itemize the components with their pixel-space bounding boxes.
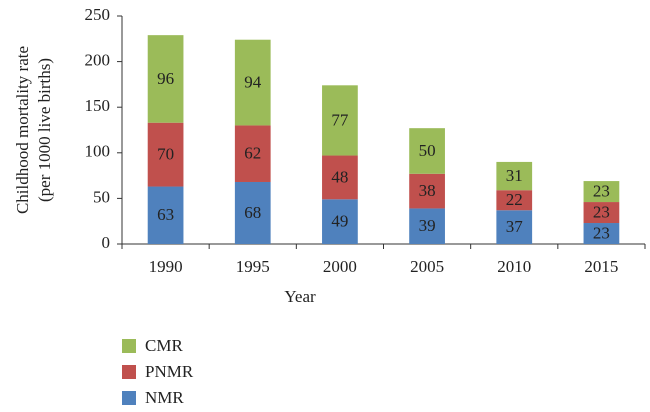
data-label: 49 — [331, 212, 348, 231]
legend-label: NMR — [145, 388, 184, 407]
y-axis-label: Childhood mortality rate — [13, 46, 32, 214]
x-axis-label: Year — [284, 287, 316, 306]
x-tick-label: 2000 — [323, 257, 357, 276]
y-tick-label: 0 — [102, 233, 111, 252]
data-label: 39 — [419, 216, 436, 235]
bar-segment — [583, 223, 620, 244]
data-label: 77 — [331, 110, 349, 129]
legend-swatch — [122, 365, 136, 379]
y-tick-label: 150 — [85, 96, 111, 115]
bar-segment — [147, 35, 184, 123]
bar-segment — [234, 125, 271, 182]
data-label: 62 — [244, 144, 261, 163]
bar-segment — [583, 202, 620, 224]
x-tick-label: 2005 — [410, 257, 444, 276]
data-label: 48 — [331, 167, 348, 186]
bar-segment — [322, 155, 358, 200]
bar-segment — [496, 210, 533, 244]
data-label: 37 — [506, 217, 524, 236]
x-tick-label: 1990 — [149, 257, 183, 276]
bar-segment — [322, 85, 358, 156]
data-label: 50 — [419, 141, 436, 160]
y-tick-label: 250 — [85, 5, 111, 24]
y-axis-label: (per 1000 live births) — [35, 58, 54, 202]
legend-label: PNMR — [145, 362, 194, 381]
legend-swatch — [122, 339, 136, 353]
data-label: 94 — [244, 72, 262, 91]
bar-segment — [234, 181, 271, 244]
y-tick-label: 50 — [93, 187, 110, 206]
data-label: 23 — [593, 181, 610, 200]
data-label: 31 — [506, 166, 523, 185]
data-label: 96 — [157, 69, 174, 88]
data-label: 63 — [157, 205, 174, 224]
data-label: 38 — [419, 181, 436, 200]
bar-segment — [583, 181, 620, 203]
legend-swatch — [122, 391, 136, 405]
bar-segment — [409, 128, 445, 174]
bar-segment — [147, 122, 184, 187]
legend-label: CMR — [145, 336, 183, 355]
y-tick-label: 200 — [85, 51, 111, 70]
data-label: 68 — [244, 203, 261, 222]
y-tick-label: 100 — [85, 142, 111, 161]
data-label: 23 — [593, 202, 610, 221]
bar-segment — [409, 173, 445, 209]
bar-segment — [147, 186, 184, 244]
bar-segment — [409, 208, 445, 244]
data-label: 22 — [506, 190, 523, 209]
bar-segment — [234, 39, 271, 126]
data-label: 70 — [157, 145, 174, 164]
bar-segment — [496, 190, 533, 211]
x-tick-label: 2015 — [584, 257, 618, 276]
x-tick-label: 2010 — [497, 257, 531, 276]
bar-segment — [322, 199, 358, 244]
bar-segment — [496, 161, 533, 191]
x-tick-label: 1995 — [236, 257, 270, 276]
data-label: 23 — [593, 223, 610, 242]
